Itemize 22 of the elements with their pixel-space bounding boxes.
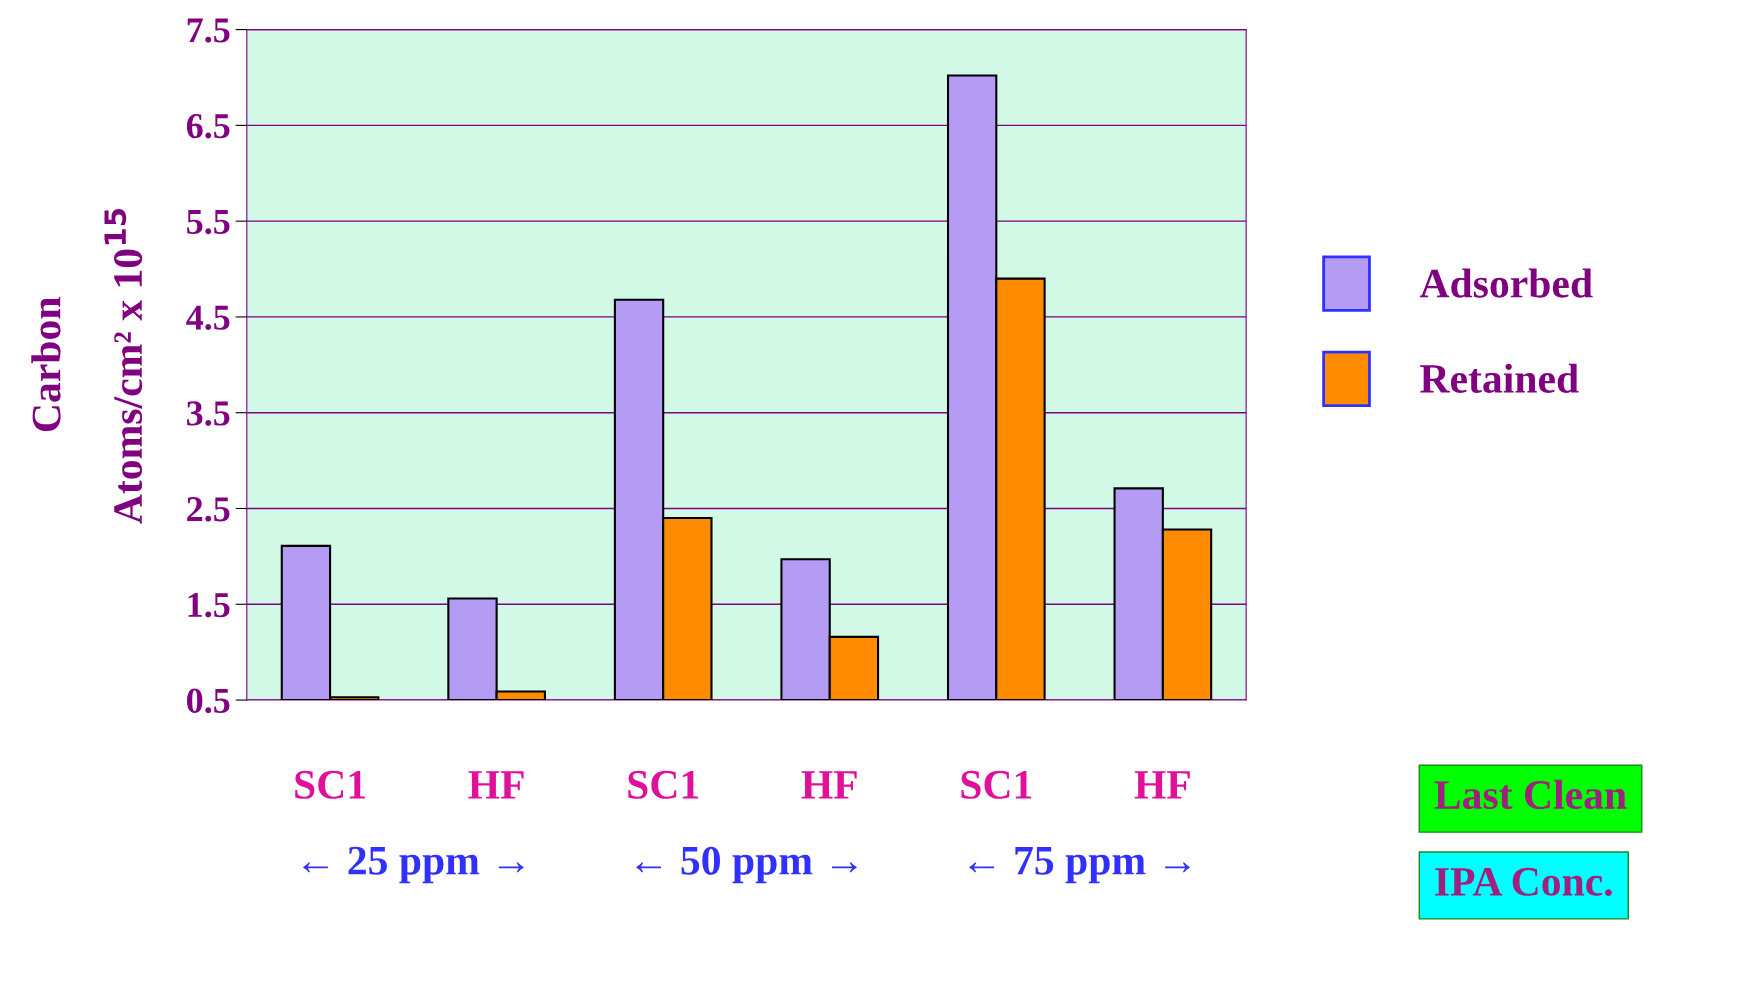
x-tick-label: HF [801,771,857,799]
y-tick-label: 5.5 [187,210,230,235]
y-tick-label: 7.5 [187,18,230,43]
text: ← 50 ppm → [636,846,857,884]
y-tick-label: 6.5 [186,113,230,139]
x-tick-label: SC1 [628,770,699,799]
y-tick-label: 4.5 [186,305,230,330]
legend-label: Adsorbed [1419,268,1593,298]
y-tick-label: 0.5 [187,688,230,714]
legend-label: Retained [1420,363,1579,393]
y-tick-label: 3.5 [187,401,230,426]
text: Carbon Atoms/cm² x 10$^{15}$ [31,208,143,524]
x-tick-label: HF [468,771,524,799]
text: IPA Conc. [1435,867,1612,897]
x-tick-label: SC1 [295,770,365,799]
y-tick-label: 2.5 [187,497,230,522]
text: Last Clean [1434,779,1627,810]
text: ← 75 ppm → [969,847,1190,884]
y-tick-label: 1.5 [188,592,230,618]
x-tick-label: SC1 [961,770,1032,799]
text: ← 25 ppm → [303,846,524,884]
x-tick-label: HF [1134,771,1190,799]
